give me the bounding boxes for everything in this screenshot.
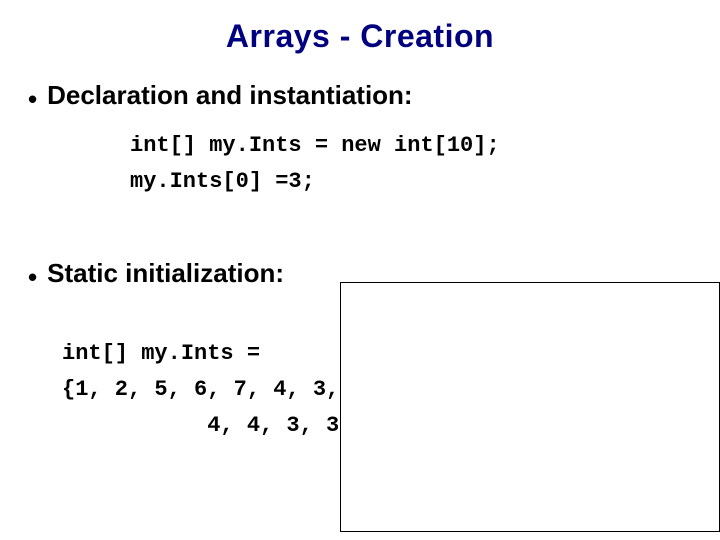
slide: Arrays - Creation • Declaration and inst… [0,0,720,540]
bullet-static-init: • Static initialization: [28,258,284,290]
bullet-declaration: • Declaration and instantiation: [28,80,413,112]
bullet-label: Static initialization: [47,258,284,289]
code-line: int[] my.Ints = new int[10]; [130,128,500,164]
overlay-box [340,282,720,532]
code-block-declaration: int[] my.Ints = new int[10];my.Ints[0] =… [130,128,500,200]
code-line: my.Ints[0] =3; [130,164,500,200]
bullet-dot: • [28,86,37,112]
page-title: Arrays - Creation [28,18,692,55]
bullet-dot: • [28,264,37,290]
bullet-label: Declaration and instantiation: [47,80,413,111]
